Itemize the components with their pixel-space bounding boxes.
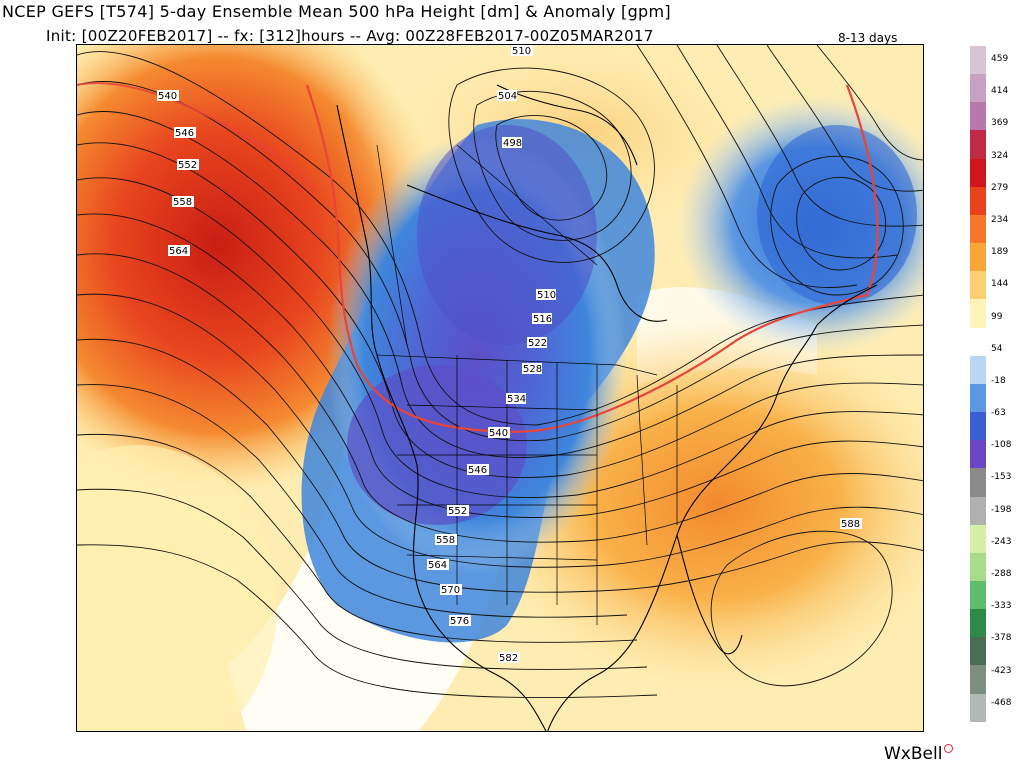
colorbar-label: -333 — [991, 601, 1012, 612]
contour-label: 570 — [441, 585, 460, 596]
colorbar-label: 99 — [991, 311, 1003, 322]
wxbell-logo: WxBell — [884, 744, 954, 764]
colorbar-swatch — [970, 580, 986, 610]
contour-label: 546 — [175, 128, 194, 139]
colorbar-label: -243 — [991, 536, 1012, 547]
colorbar-swatch — [970, 130, 986, 159]
coastlines — [336, 84, 878, 731]
contour-label: 558 — [173, 197, 192, 208]
contour-label: 510 — [512, 46, 531, 57]
colorbar-label: 279 — [991, 182, 1009, 193]
map-title: NCEP GEFS [T574] 5-day Ensemble Mean 500… — [2, 2, 671, 21]
colorbar-swatch — [970, 327, 986, 356]
colorbar-label: -423 — [991, 665, 1012, 676]
colorbar-swatch — [970, 693, 986, 722]
colorbar-label: 54 — [991, 343, 1003, 354]
colorbar-swatch — [970, 299, 986, 328]
contour-label: 528 — [523, 364, 542, 375]
map-panel: 510 504 498 540 546 552 558 564 510 516 … — [76, 44, 924, 732]
colorbar-label: 459 — [991, 54, 1009, 64]
colorbar-swatch — [970, 74, 986, 103]
contour-label: 504 — [498, 91, 517, 102]
contour-label: 540 — [158, 91, 177, 102]
colorbar-swatch — [970, 271, 986, 300]
colorbar-swatch — [970, 496, 986, 525]
colorbar-label: 414 — [991, 86, 1009, 97]
colorbar-label: -63 — [991, 408, 1006, 419]
colorbar-label: -153 — [991, 472, 1012, 483]
colorbar-label: 369 — [991, 118, 1009, 129]
brand-dot-icon — [944, 744, 954, 753]
colorbar-swatch — [970, 440, 986, 469]
red-540-contour — [305, 84, 879, 433]
colorbar-swatch — [970, 46, 986, 75]
colorbar-swatch — [970, 665, 986, 694]
map-subtitle: Init: [00Z20FEB2017] -- fx: [312]hours -… — [46, 27, 654, 45]
contour-label: 510 — [537, 290, 556, 301]
contour-label: 540 — [489, 428, 508, 439]
colorbar-label: -108 — [991, 440, 1012, 451]
colorbar-swatch — [970, 102, 986, 131]
colorbar-label: -468 — [991, 697, 1012, 708]
contour-label: 558 — [436, 535, 455, 546]
colorbar-label: 144 — [991, 279, 1009, 290]
colorbar-swatch — [970, 243, 986, 272]
contour-label: 522 — [528, 338, 547, 349]
contour-label: 516 — [533, 314, 552, 325]
colorbar-swatch — [970, 186, 986, 215]
contour-label: 546 — [468, 465, 487, 476]
colorbar-label: 324 — [991, 150, 1009, 161]
colorbar-swatch — [970, 355, 986, 384]
anomaly-colorbar — [970, 46, 986, 722]
colorbar-swatch — [970, 552, 986, 581]
contour-label: 498 — [503, 138, 522, 149]
contour-label: 588 — [841, 519, 860, 530]
colorbar-label: 234 — [991, 214, 1009, 225]
contour-label: 564 — [169, 246, 188, 257]
colorbar-label: -288 — [991, 569, 1012, 580]
colorbar-swatch — [970, 158, 986, 187]
contour-label: 552 — [178, 160, 197, 171]
colorbar-swatch — [970, 609, 986, 638]
contour-labels: 510 504 498 540 546 552 558 564 510 516 … — [157, 45, 862, 664]
anomaly-map: 510 504 498 540 546 552 558 564 510 516 … — [77, 45, 923, 731]
contour-label: 552 — [448, 506, 467, 517]
contour-label: 582 — [499, 653, 518, 664]
colorbar-label: -198 — [991, 504, 1012, 515]
political-boundaries — [376, 144, 678, 625]
contour-label: 564 — [428, 560, 447, 571]
colorbar-swatch — [970, 412, 986, 441]
contour-label: 576 — [450, 616, 469, 627]
contour-label: 534 — [507, 394, 526, 405]
colorbar-swatch — [970, 383, 986, 413]
colorbar-swatch — [970, 524, 986, 553]
brand-name: WxBell — [884, 744, 943, 764]
colorbar-swatch — [970, 214, 986, 244]
forecast-range-label: 8-13 days — [838, 31, 898, 45]
colorbar-swatch — [970, 468, 986, 497]
colorbar-label: 189 — [991, 247, 1009, 258]
colorbar-label: -378 — [991, 633, 1012, 644]
colorbar-label: -18 — [991, 375, 1006, 386]
colorbar-swatch — [970, 637, 986, 666]
